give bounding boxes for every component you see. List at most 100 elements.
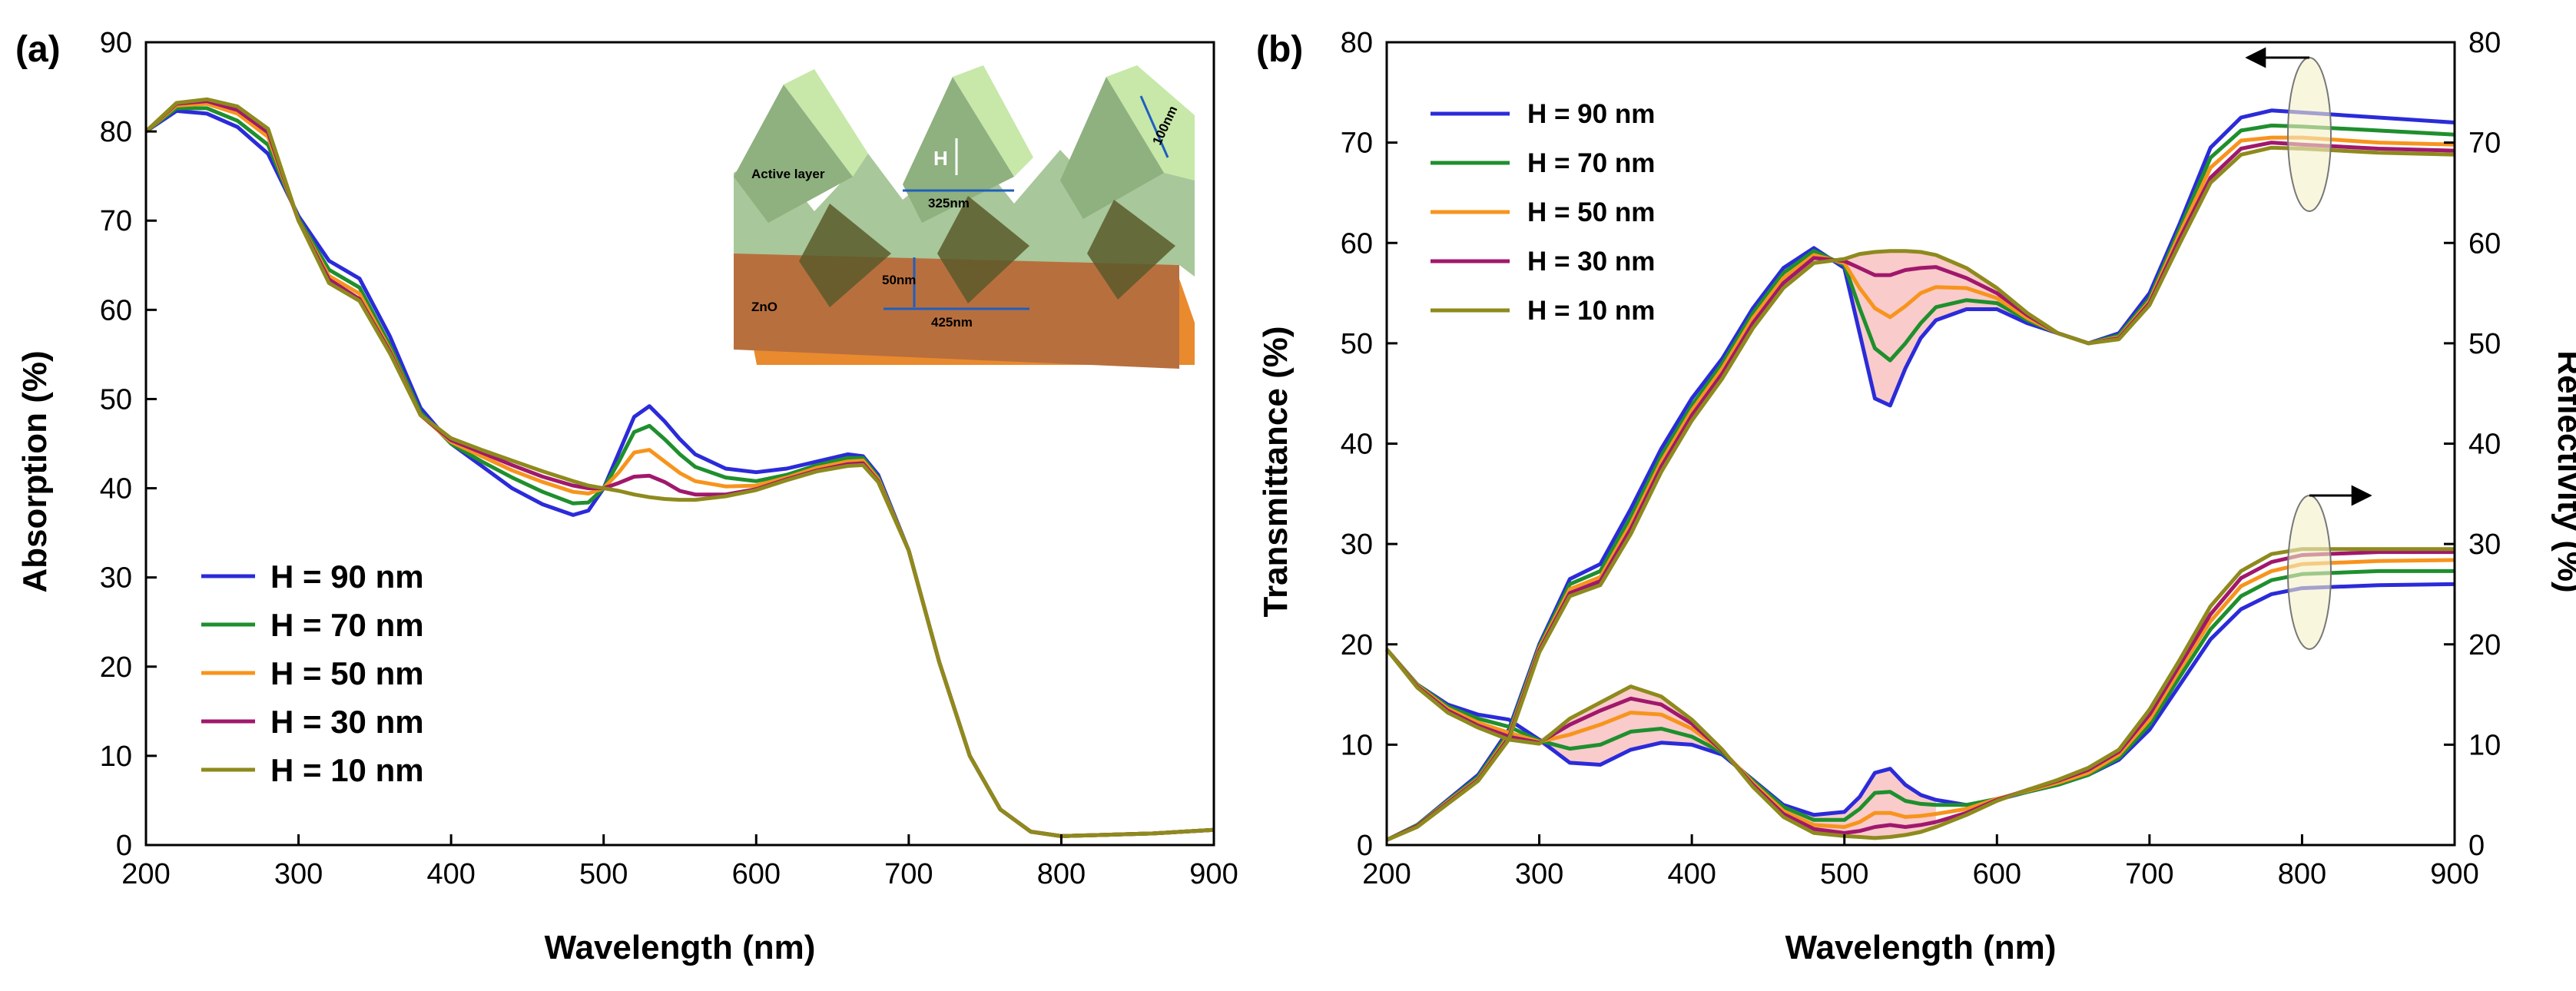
panel-a-y-tick-label: 40 xyxy=(100,473,132,505)
panel-a-y-tick-label: 60 xyxy=(100,294,132,326)
inset-pyramid-1-left xyxy=(734,85,853,223)
panel-b-legend-label: H = 90 nm xyxy=(1527,99,1655,129)
inset-zno-label: ZnO xyxy=(751,300,777,314)
panel-b-transmittance-line-2 xyxy=(1385,123,2455,842)
panel-b-y-tick-label: 20 xyxy=(1341,629,1373,661)
panel-a-x-tick-label: 300 xyxy=(274,858,323,890)
panel-a-x-tick-label: 700 xyxy=(884,858,933,890)
panel-a-legend: H = 90 nm H = 70 nm H = 50 nm H = 30 nm H = … xyxy=(201,558,424,788)
panel-b-reflectivity-line-1 xyxy=(1385,582,2455,817)
panel-b-reflectivity-shading xyxy=(1539,686,1936,838)
panel-a-y-tick-label: 80 xyxy=(100,116,132,148)
panel-b-label: (b) xyxy=(1256,29,1303,70)
panel-b-y-tick-label: 60 xyxy=(1341,227,1373,260)
panel-b-x-tick-label: 600 xyxy=(1973,858,2021,890)
panel-a-axes: 200 300 400 500 600 700 800 900 0 10 20 30 40 50 60 70 8… xyxy=(100,27,1238,890)
inset-groove-2 xyxy=(937,196,1029,303)
panel-a-x-tick-label: 900 xyxy=(1189,858,1238,890)
panel-b-y-tick-label: 50 xyxy=(1341,328,1373,360)
panel-b-left-y-axis-label: Transmittance (%) xyxy=(1257,326,1295,618)
panel-b-legend-label: H = 30 nm xyxy=(1527,247,1655,277)
panel-b-right-y-tick-label: 50 xyxy=(2468,328,2501,360)
inset-thickness-arrow xyxy=(1139,95,1169,158)
panel-b-x-tick-label: 400 xyxy=(1667,858,1716,890)
inset-groove-3 xyxy=(1087,200,1175,300)
inset-pyramid-2-right xyxy=(953,65,1033,177)
panel-a-y-tick-label: 20 xyxy=(100,651,132,684)
panel-a-legend-label: H = 50 nm xyxy=(270,655,424,691)
inset-50nm-label: 50nm xyxy=(882,273,916,287)
panel-b-right-y-tick-label: 20 xyxy=(2468,629,2501,661)
panel-b-y-tick-label: 70 xyxy=(1341,128,1373,160)
panel-a-y-tick-label: 70 xyxy=(100,205,132,237)
panel-a-series-line-5 xyxy=(144,97,1215,838)
panel-b-y-tick-label: 40 xyxy=(1341,429,1373,461)
panel-b-y-tick-label: 30 xyxy=(1341,529,1373,561)
panel-b-reflectivity-line-5 xyxy=(1385,547,2455,840)
inset-pyramid-1-right xyxy=(784,69,868,177)
panel-b-right-y-tick-label: 80 xyxy=(2468,27,2501,59)
panel-b-right-y-tick-label: 0 xyxy=(2468,830,2485,862)
panel-b-x-tick-label: 500 xyxy=(1820,858,1868,890)
inset-425nm-label: 425nm xyxy=(931,315,973,330)
panel-a-x-tick-label: 600 xyxy=(732,858,781,890)
inset-active-layer-label: Active layer xyxy=(751,167,825,181)
panel-a-lines xyxy=(144,97,1215,838)
panel-b-legend-label: H = 70 nm xyxy=(1527,148,1655,178)
panel-b-lines xyxy=(1385,108,2455,842)
panel-b-right-y-tick-label: 60 xyxy=(2468,227,2501,260)
panel-b-x-tick-label: 200 xyxy=(1362,858,1411,890)
panel-b-legend-label: H = 10 nm xyxy=(1527,296,1655,326)
panel-a-legend-label: H = 70 nm xyxy=(270,607,424,643)
panel-b-legend-label: H = 50 nm xyxy=(1527,197,1655,227)
panel-b-x-tick-label: 800 xyxy=(2278,858,2326,890)
inset-pyramid-2-left xyxy=(903,77,1014,223)
panel-b-x-tick-label: 300 xyxy=(1515,858,1563,890)
inset-groove-1 xyxy=(799,204,891,307)
inset-pyramid-3-right xyxy=(1106,65,1195,181)
inset-schematic: Active layer ZnO H 325nm 100nm 50nm 425n… xyxy=(734,65,1195,369)
panel-b-right-y-tick-label: 40 xyxy=(2468,429,2501,461)
transmittance-group-ellipse xyxy=(2287,57,2332,212)
inset-h-label: H xyxy=(933,147,948,170)
panel-b-reflectivity-line-2 xyxy=(1385,568,2455,822)
panel-b-x-axis-label: Wavelength (nm) xyxy=(1785,929,2057,966)
panel-b-y-tick-label: 0 xyxy=(1357,830,1373,862)
panel-a-y-tick-label: 0 xyxy=(116,830,132,862)
panel-a-y-tick-label: 30 xyxy=(100,562,132,595)
panel-b-x-tick-label: 700 xyxy=(2125,858,2173,890)
panel-a-legend-label: H = 30 nm xyxy=(270,704,424,740)
panel-a-x-axis-label: Wavelength (nm) xyxy=(545,929,816,966)
panel-a-legend-label: H = 90 nm xyxy=(270,558,424,595)
panel-b-right-y-tick-label: 30 xyxy=(2468,529,2501,561)
panel-a-y-tick-label: 10 xyxy=(100,741,132,773)
inset-pyramid-3-left xyxy=(1060,77,1164,219)
panel-b-y-tick-label: 80 xyxy=(1341,27,1373,59)
panel-a-x-tick-label: 500 xyxy=(579,858,628,890)
panel-a-legend-label: H = 10 nm xyxy=(270,752,424,788)
panel-b-x-tick-label: 900 xyxy=(2430,858,2478,890)
panel-b-right-y-tick-label: 10 xyxy=(2468,729,2501,761)
reflectivity-group-ellipse xyxy=(2287,495,2332,650)
panel-b-right-y-axis-label: Reflectivity (%) xyxy=(2551,350,2576,592)
panel-b-shading xyxy=(1539,247,2027,838)
panel-b-legend: H = 90 nm H = 70 nm H = 50 nm H = 30 nm H = … xyxy=(1431,99,1655,326)
panel-b-reflectivity-line-4 xyxy=(1385,550,2455,835)
panel-b-right-y-tick-label: 70 xyxy=(2468,128,2501,160)
panel-a-y-tick-label: 90 xyxy=(100,27,132,59)
inset-325nm-label: 325nm xyxy=(928,196,970,210)
panel-a-label: (a) xyxy=(15,29,61,70)
panel-a-x-tick-label: 800 xyxy=(1037,858,1086,890)
panel-a-x-tick-label: 400 xyxy=(426,858,475,890)
panel-b-y-tick-label: 10 xyxy=(1341,729,1373,761)
panel-b-transmittance-shading xyxy=(1814,247,2027,406)
panel-a-plot-frame xyxy=(144,41,1215,847)
panel-a-x-tick-label: 200 xyxy=(121,858,170,890)
panel-b-transmittance-line-5 xyxy=(1386,145,2455,842)
panel-b-reflectivity-line-3 xyxy=(1385,558,2455,829)
panel-a: (a) Active layer ZnO H 325nm 100nm xyxy=(15,27,1238,966)
panel-a-y-axis-label: Absorption (%) xyxy=(16,350,54,592)
